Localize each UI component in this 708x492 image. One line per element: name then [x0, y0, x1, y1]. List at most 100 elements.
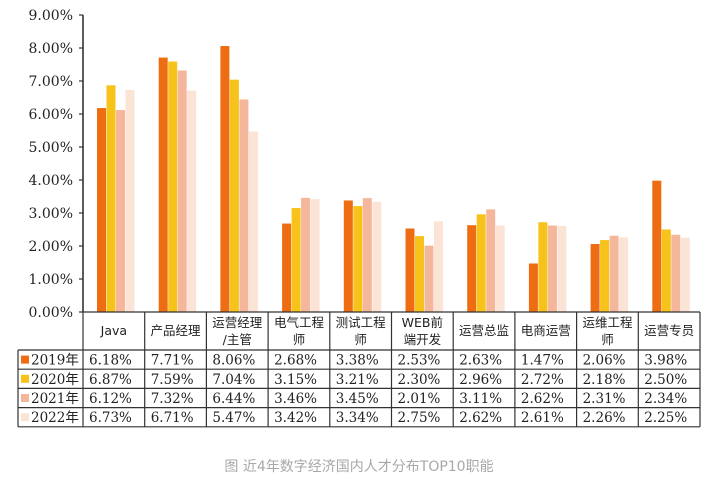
table-cell: 2.26% [583, 410, 626, 426]
bar-2022年-6 [495, 225, 505, 312]
table-cell: 3.38% [336, 353, 379, 369]
bar-2021年-7 [547, 225, 557, 312]
bar-2022年-3 [310, 199, 320, 312]
bar-2022年-1 [187, 90, 197, 312]
bar-2019年-1 [158, 57, 168, 312]
bars [97, 46, 690, 313]
legend-label: 2022年 [31, 410, 79, 426]
bar-2020年-9 [661, 229, 671, 312]
bar-2019年-2 [220, 46, 230, 313]
table-cell: 7.04% [212, 372, 255, 388]
table-cell: 1.47% [521, 353, 564, 369]
table-cell: 2.31% [583, 391, 626, 407]
bar-2021年-6 [486, 209, 496, 312]
category-label: 运营专员 [644, 323, 694, 338]
bar-2020年-4 [353, 206, 363, 312]
table-cell: 2.30% [398, 372, 441, 388]
table-cell: 6.44% [212, 391, 255, 407]
category-label: 运营经理 [212, 315, 263, 330]
table-cell: 2.18% [583, 372, 626, 388]
table-cell: 6.87% [89, 372, 132, 388]
table-cell: 2.96% [459, 372, 502, 388]
legend-swatch-2022年 [21, 413, 29, 422]
y-tick-label: 4.00% [29, 173, 73, 189]
category-label: /主管 [223, 332, 252, 347]
category-label: 电气工程 [274, 315, 325, 330]
table-cell: 6.18% [89, 353, 132, 369]
table-cell: 3.21% [336, 372, 379, 388]
bar-2021年-4 [362, 198, 372, 312]
table-cell: 6.71% [151, 410, 194, 426]
bar-2021年-0 [116, 110, 125, 312]
table-cell: 5.47% [212, 410, 255, 426]
table-cell: 3.98% [644, 353, 687, 369]
bar-2019年-5 [405, 228, 415, 312]
y-axis: 0.00% 1.00% 2.00% 3.00% 4.00% 5.00% 6.00% 7.00%… [29, 8, 83, 321]
table-cell: 3.15% [274, 372, 317, 388]
table-cell: 8.06% [212, 353, 255, 369]
y-tick-label: 5.00% [29, 140, 73, 156]
table-cell: 3.42% [274, 410, 317, 426]
bar-2019年-7 [528, 263, 538, 312]
bar-2020年-1 [168, 61, 178, 312]
bar-2021年-2 [239, 99, 249, 312]
bar-2020年-7 [538, 222, 548, 312]
table-cell: 2.62% [459, 410, 502, 426]
figure-caption: 图 近4年数字经济国内人才分布TOP10职能 [224, 459, 493, 475]
category-label: 测试工程 [336, 315, 387, 330]
bar-2019年-4 [343, 200, 353, 312]
y-tick-label: 2.00% [29, 239, 73, 255]
legend-swatch-2020年 [21, 374, 29, 383]
table-cell: 2.61% [521, 410, 564, 426]
bar-2019年-9 [652, 180, 662, 312]
category-label: 师 [354, 332, 367, 347]
bar-2022年-7 [557, 225, 567, 312]
table-cell: 7.71% [151, 353, 194, 369]
bar-2022年-0 [125, 89, 135, 312]
bar-2021年-8 [609, 235, 619, 312]
y-tick-label: 9.00% [29, 8, 73, 24]
category-label: 师 [601, 332, 614, 347]
bar-2022年-8 [619, 237, 629, 312]
table-cell: 2.68% [274, 353, 317, 369]
table-cell: 2.72% [521, 372, 564, 388]
legend-label: 2020年 [31, 372, 79, 388]
category-label: 运营总监 [459, 323, 509, 338]
bar-2022年-2 [248, 131, 258, 312]
y-tick-label: 8.00% [29, 41, 73, 57]
category-label: Java [100, 323, 127, 338]
table-cell: 2.50% [644, 372, 687, 388]
table-cell: 3.46% [274, 391, 317, 407]
bar-2019年-6 [467, 225, 477, 312]
category-label: 师 [293, 332, 306, 347]
bar-2020年-8 [600, 240, 610, 312]
table-cell: 2.25% [644, 410, 687, 426]
bar-2022年-5 [434, 221, 443, 312]
table-cell: 2.34% [644, 391, 687, 407]
legend-label: 2021年 [31, 391, 79, 407]
category-label: 产品经理 [151, 323, 202, 338]
table-cell: 7.32% [151, 391, 194, 407]
bar-2020年-3 [291, 208, 301, 312]
table-cell: 3.45% [336, 391, 379, 407]
bar-2021年-9 [671, 234, 681, 312]
y-tick-label: 0.00% [29, 305, 73, 321]
bar-2020年-2 [229, 79, 239, 313]
table-cell: 3.11% [459, 391, 502, 407]
legend-label: 2019年 [31, 353, 79, 369]
table-cell: 2.75% [398, 410, 441, 426]
y-tick-label: 3.00% [29, 206, 73, 222]
bar-2021年-1 [177, 70, 187, 312]
bar-2019年-0 [97, 108, 106, 312]
table-cell: 2.06% [583, 353, 626, 369]
legend-swatch-2019年 [21, 355, 29, 364]
bar-2021年-5 [424, 245, 434, 312]
bar-2021年-3 [301, 197, 311, 312]
table-cell: 6.12% [89, 391, 132, 407]
legend-swatch-2021年 [21, 394, 29, 402]
y-tick-label: 7.00% [29, 74, 73, 90]
category-label: 电商运营 [521, 323, 571, 338]
category-label: WEB前 [402, 315, 443, 330]
